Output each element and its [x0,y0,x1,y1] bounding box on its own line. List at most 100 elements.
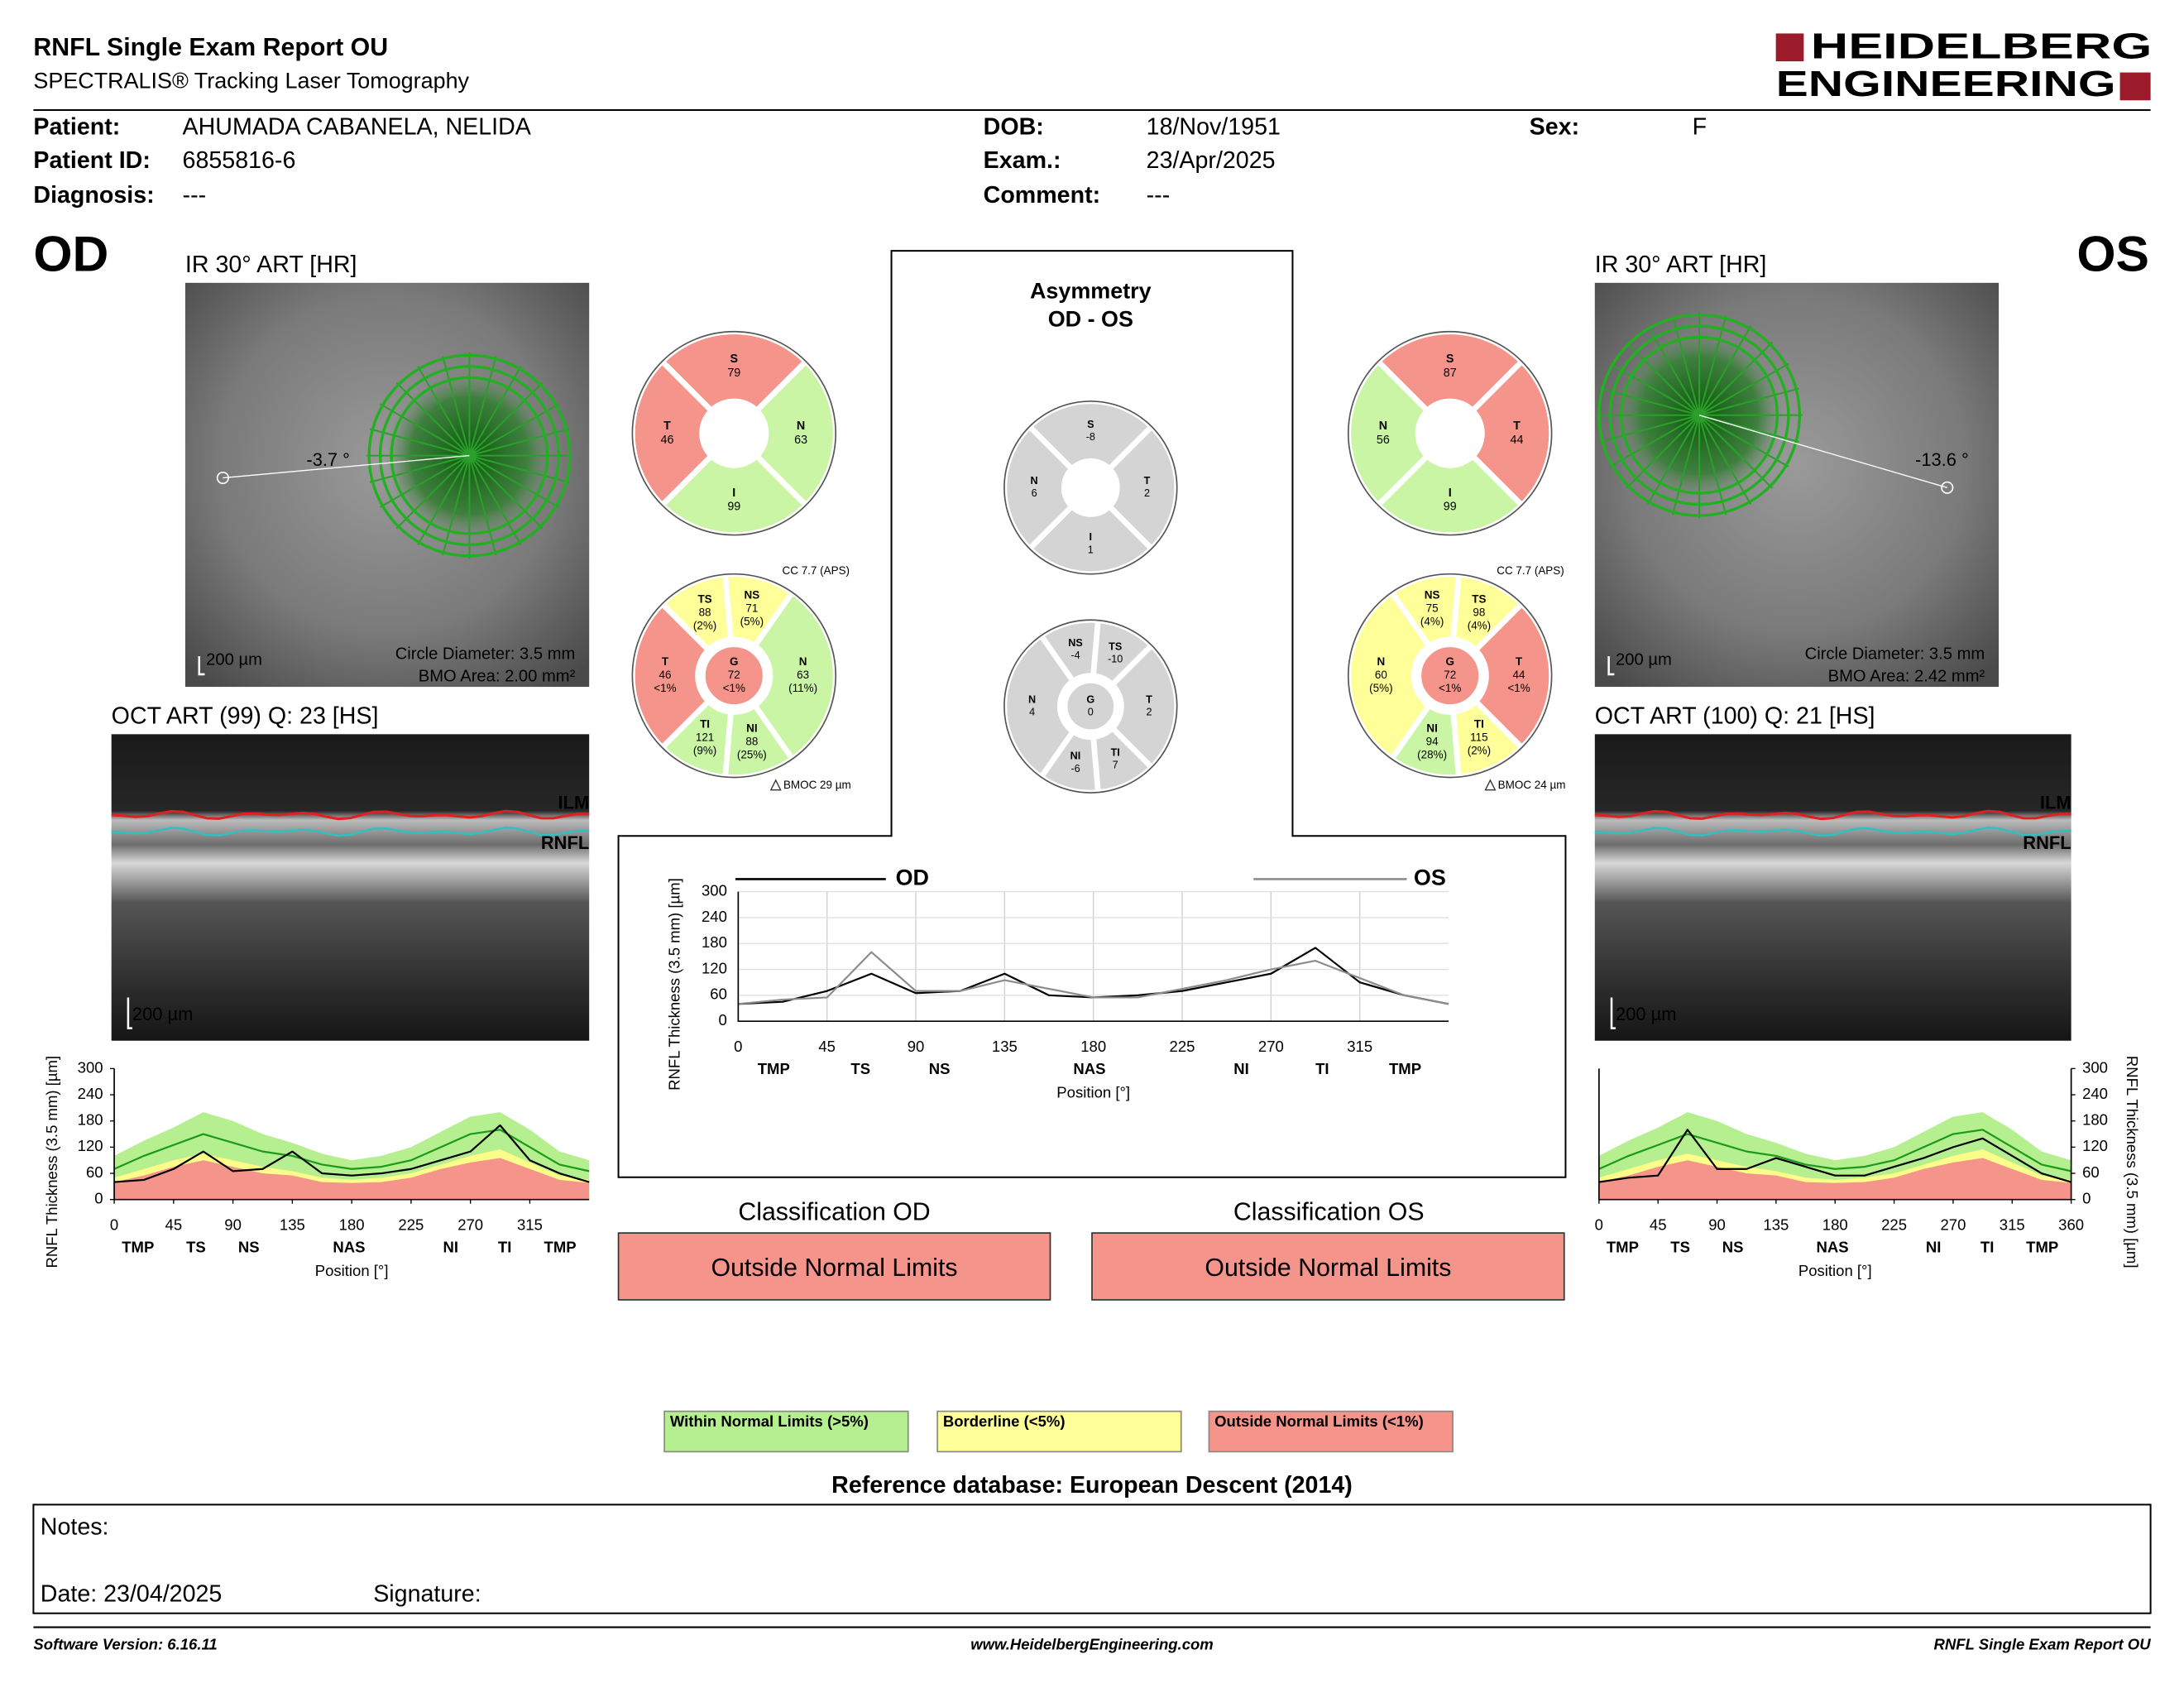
scan-spoke [369,428,470,457]
sector-text: S [1087,419,1094,430]
x-tick-label: 45 [818,1038,836,1055]
sector-text: NI [746,722,757,735]
logo-block [2119,72,2151,101]
scan-circle [1620,335,1779,495]
region-label: TS [1670,1238,1690,1255]
sector-text: TI [1111,746,1120,758]
scan-spoke [1698,315,1727,416]
x-tick-label: 360 [2058,1216,2084,1234]
x-tick-label: 180 [1822,1216,1848,1234]
scan-spoke [442,355,471,456]
sector-outline [631,573,837,779]
region-label: NI [1926,1238,1942,1255]
scale-text: 200 µm [1616,1004,1676,1024]
x-tick-label: 225 [1170,1038,1195,1055]
sector-outline [1003,619,1178,794]
x-tick-label: 45 [1650,1216,1667,1234]
legend-text: Outside Normal Limits (<1%) [1214,1412,1424,1430]
eye-label: OS [2076,226,2149,282]
region-label: NS [929,1060,951,1077]
field-label: Diagnosis: [33,182,154,209]
rnfl-line [111,827,590,837]
footer-text: www.HeidelbergEngineering.com [970,1635,1214,1652]
y-tick-label: 240 [2082,1085,2108,1102]
sector-text: 1 [1088,544,1094,555]
sector-text: (11%) [788,682,817,694]
scan-spoke [468,454,559,508]
scan-spoke [395,381,471,457]
scan-spoke [469,454,570,483]
region-label: NI [1233,1060,1249,1077]
region-label: TS [186,1238,206,1255]
report-subtitle: SPECTRALIS® Tracking Laser Tomography [33,68,469,93]
sector-text: 4 [1029,707,1035,718]
angle-text: -3.7 ° [306,449,350,470]
sector-text: T [1516,655,1523,668]
field-label: Patient: [33,113,120,140]
sector-text: TI [700,718,710,731]
x-tick-label: 270 [1940,1216,1966,1234]
scan-spoke [468,403,559,457]
scale-text: 200 µm [132,1004,193,1024]
sector-text: 94 [1426,736,1439,748]
sector-text: (2%) [693,620,716,632]
x-tick-label: 0 [1595,1216,1603,1234]
sector-text: TS [1109,640,1122,652]
legend-text: Within Normal Limits (>5%) [670,1412,869,1430]
rnfl-line [1594,827,2071,837]
image-label: OCT ART (99) Q: 23 [HS] [112,703,379,730]
region-label: TI [1315,1060,1329,1077]
scan-spoke [468,455,497,556]
asymmetry-panel [617,250,1567,1178]
image-info: Circle Diameter: 3.5 mm [1805,645,1985,664]
footer-text: Software Version: 6.16.11 [33,1635,217,1652]
x-tick-label: 225 [1881,1216,1907,1234]
logo-text: HEIDELBERG [1811,26,2153,67]
scan-spoke [1626,415,1700,489]
scale-text: 200 µm [1616,650,1672,669]
profile-line [738,951,1449,1005]
scan-spoke [369,454,470,483]
scan-circle [367,353,572,558]
field-label: Patient ID: [33,147,150,174]
scan-spoke [1698,415,1727,516]
sector-text: 99 [727,501,740,514]
sector-text: 72 [1444,669,1456,681]
fovea-line [223,454,470,479]
region-label: NI [443,1238,458,1255]
sector-text: T [663,420,671,433]
sector-text: 87 [1444,367,1457,380]
region-label: TI [1980,1238,1994,1255]
notes-date: Date: 23/04/2025 [41,1580,223,1607]
sector-text: G [1086,693,1094,705]
sector-text: (5%) [1369,682,1392,694]
legend-label: OS [1414,866,1446,890]
legend-box [663,1410,909,1453]
sector-text: (5%) [740,616,764,628]
footer-text: RNFL Single Exam Report OU [1934,1635,2152,1652]
profile-line [1598,1129,2071,1183]
sector-text: TS [1472,593,1486,606]
scan-spoke [1671,415,1701,516]
sector-text: 56 [1377,434,1390,447]
scan-spoke [1698,415,1773,489]
scan-spoke [379,454,470,508]
legend-label: OD [896,866,929,890]
sector-text: 63 [797,669,809,681]
scan-spoke [417,455,471,545]
eye-label: OD [33,226,108,282]
scan-spoke [1599,414,1700,443]
y-tick-label: 180 [78,1111,103,1129]
sector-text: G [1445,655,1454,668]
axis [737,891,1449,1023]
sector-text: 72 [728,669,740,681]
sector-text: (28%) [1417,749,1447,761]
y-tick-label: 180 [702,933,727,951]
sector-text: NI [1070,750,1081,762]
sector-text: 46 [659,669,671,681]
image-label: IR 30° ART [HR] [185,252,357,278]
sector-text: 44 [1511,434,1524,447]
x-tick-label: 180 [339,1216,365,1234]
x-tick-label: 315 [2000,1216,2025,1234]
bmoc-text: BMOC 29 µm [783,779,851,791]
